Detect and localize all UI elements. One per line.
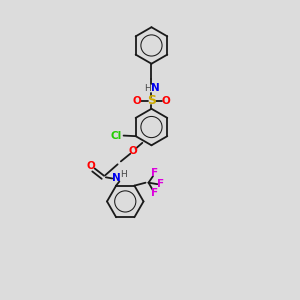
Text: O: O [161,96,170,106]
Text: H: H [120,170,127,179]
Text: O: O [86,161,95,171]
Text: O: O [128,146,137,156]
Text: N: N [151,83,160,94]
Text: F: F [152,188,159,198]
Text: N: N [112,173,121,184]
Text: Cl: Cl [111,130,122,141]
Text: S: S [147,94,156,107]
Text: H: H [144,84,150,93]
Text: F: F [157,179,164,189]
Text: O: O [133,96,142,106]
Text: F: F [152,168,159,178]
